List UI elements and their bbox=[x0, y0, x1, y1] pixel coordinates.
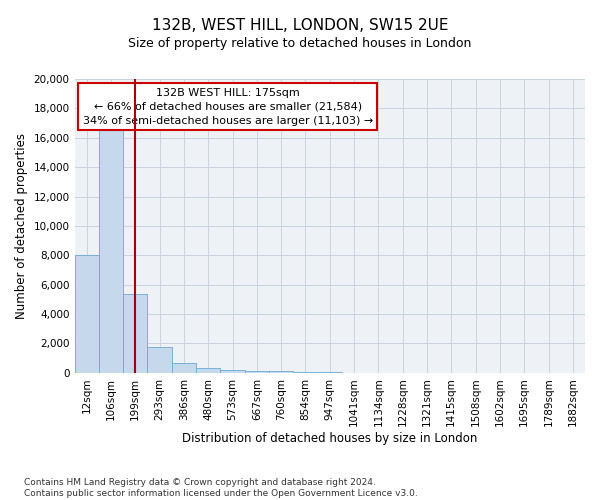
Text: Size of property relative to detached houses in London: Size of property relative to detached ho… bbox=[128, 38, 472, 51]
Bar bbox=[99, 130, 123, 373]
Bar bbox=[245, 370, 269, 373]
Text: Contains HM Land Registry data © Crown copyright and database right 2024.
Contai: Contains HM Land Registry data © Crown c… bbox=[24, 478, 418, 498]
Bar bbox=[123, 294, 148, 373]
Text: 132B, WEST HILL, LONDON, SW15 2UE: 132B, WEST HILL, LONDON, SW15 2UE bbox=[152, 18, 448, 32]
Bar bbox=[269, 371, 293, 373]
Bar bbox=[148, 347, 172, 373]
Text: 132B WEST HILL: 175sqm
← 66% of detached houses are smaller (21,584)
34% of semi: 132B WEST HILL: 175sqm ← 66% of detached… bbox=[83, 88, 373, 126]
Bar bbox=[74, 254, 99, 373]
Y-axis label: Number of detached properties: Number of detached properties bbox=[15, 133, 28, 319]
Bar bbox=[172, 363, 196, 373]
Bar bbox=[220, 370, 245, 373]
Bar bbox=[293, 372, 317, 373]
X-axis label: Distribution of detached houses by size in London: Distribution of detached houses by size … bbox=[182, 432, 478, 445]
Bar bbox=[196, 368, 220, 373]
